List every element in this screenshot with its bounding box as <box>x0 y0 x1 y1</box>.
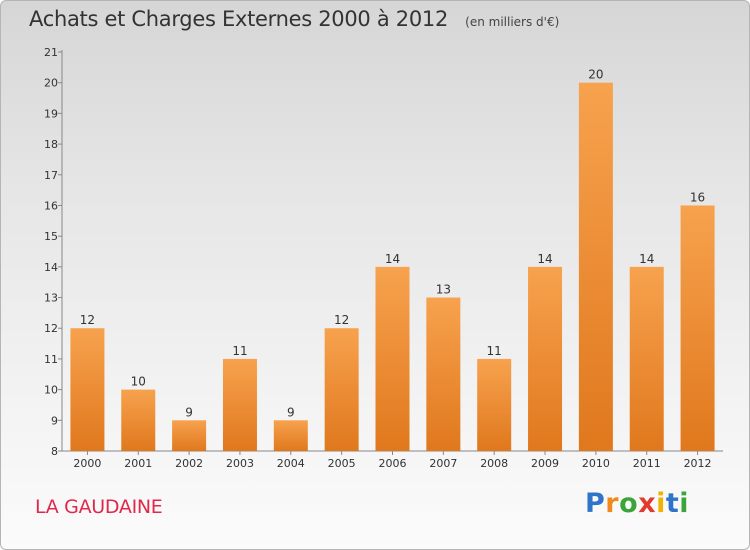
x-tick-label: 2003 <box>226 457 254 470</box>
y-tick-label: 9 <box>51 414 58 427</box>
y-tick-label: 17 <box>44 169 58 182</box>
x-tick-label: 2009 <box>531 457 559 470</box>
x-tick-label: 2012 <box>684 457 712 470</box>
value-label-2007: 13 <box>436 283 451 297</box>
y-tick-label: 21 <box>44 46 58 59</box>
bar-2003 <box>222 358 257 451</box>
x-tick-label: 2002 <box>175 457 203 470</box>
x-tick-label: 2010 <box>582 457 610 470</box>
chart-title: Achats et Charges Externes 2000 à 2012 <box>29 7 449 31</box>
y-tick-label: 10 <box>44 384 58 397</box>
bar-2002 <box>172 420 207 451</box>
x-tick-label: 2000 <box>73 457 101 470</box>
value-label-2000: 12 <box>80 313 95 327</box>
logo-letter: P <box>585 488 606 519</box>
commune-name: LA GAUDAINE <box>35 496 163 518</box>
y-tick-label: 14 <box>44 261 58 274</box>
logo-letter: r <box>605 488 620 519</box>
x-tick-label: 2006 <box>379 457 407 470</box>
bar-2000 <box>70 328 105 451</box>
value-label-2006: 14 <box>385 252 400 266</box>
y-tick-label: 12 <box>44 322 58 335</box>
x-tick-label: 2008 <box>480 457 508 470</box>
logo-letter: t <box>665 488 680 519</box>
label-layer: 2000 12 2001 10 2002 9 2003 11 2004 9 2005 12 2006 14… <box>73 68 711 470</box>
logo-letter: i <box>656 488 666 519</box>
value-label-2001: 10 <box>131 375 146 389</box>
y-tick-label: 16 <box>44 199 58 212</box>
proxiti-logo[interactable]: Proxiti <box>585 488 689 519</box>
bar-2008 <box>477 358 512 451</box>
bar-2009 <box>528 266 563 451</box>
axis-layer: 8 9 10 11 12 13 14 15 16 17 18 19 20 21 <box>44 46 723 458</box>
y-tick-label: 11 <box>44 353 58 366</box>
y-tick-label: 19 <box>44 107 58 120</box>
bar-2004 <box>273 420 308 451</box>
bar-2010 <box>578 82 613 451</box>
x-tick-label: 2004 <box>277 457 305 470</box>
x-tick-label: 2005 <box>328 457 356 470</box>
y-tick-label: 18 <box>44 138 58 151</box>
x-tick-label: 2011 <box>633 457 661 470</box>
chart-unit: (en milliers d'€) <box>465 15 560 29</box>
bar-2007 <box>426 297 461 451</box>
logo-letter: i <box>679 488 690 519</box>
value-label-2003: 11 <box>232 344 247 358</box>
value-label-2011: 14 <box>639 252 654 266</box>
bar-2005 <box>324 328 359 451</box>
value-label-2010: 20 <box>588 68 603 82</box>
bar-layer <box>70 82 715 451</box>
y-tick-label: 13 <box>44 292 58 305</box>
value-label-2008: 11 <box>487 344 502 358</box>
value-label-2012: 16 <box>690 190 705 204</box>
value-label-2009: 14 <box>537 252 552 266</box>
y-tick-label: 20 <box>44 77 58 90</box>
title-block: Achats et Charges Externes 2000 à 2012 (… <box>29 7 559 31</box>
bar-2006 <box>375 266 410 451</box>
value-label-2004: 9 <box>287 405 295 419</box>
bar-2012 <box>680 205 715 451</box>
logo-letter: o <box>619 488 639 519</box>
value-label-2005: 12 <box>334 313 349 327</box>
y-tick-label: 15 <box>44 230 58 243</box>
logo-letter: x <box>638 488 657 519</box>
y-tick-label: 8 <box>51 445 58 458</box>
bar-2011 <box>629 266 664 451</box>
value-label-2002: 9 <box>185 405 193 419</box>
x-tick-label: 2007 <box>429 457 457 470</box>
bar-2001 <box>121 389 156 451</box>
x-tick-label: 2001 <box>124 457 152 470</box>
